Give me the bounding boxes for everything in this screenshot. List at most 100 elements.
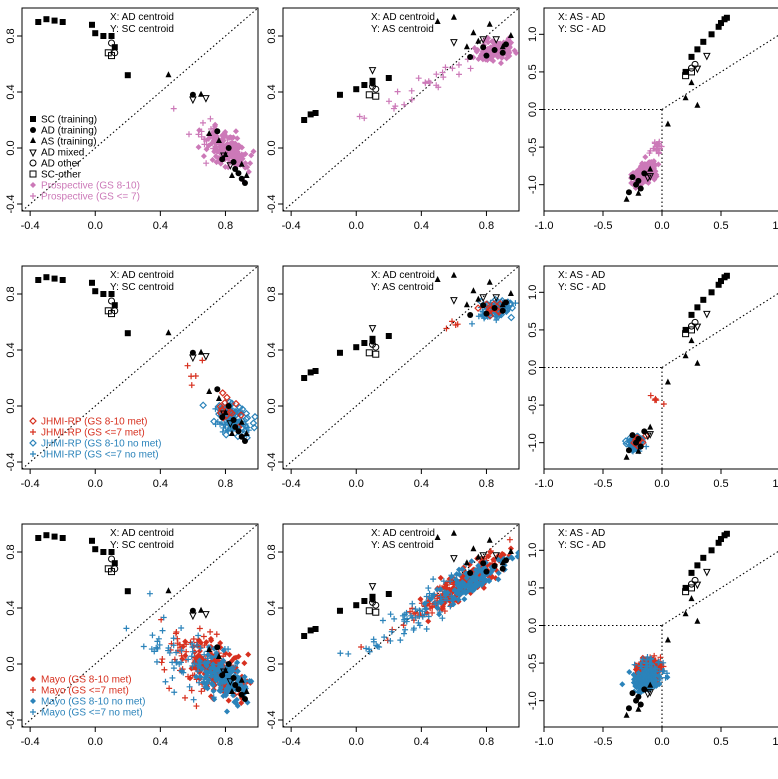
training-point bbox=[463, 301, 470, 308]
overlay-point bbox=[173, 649, 180, 656]
overlay-point bbox=[508, 304, 517, 312]
legend-label: Mayo (GS <=7 met) bbox=[41, 686, 129, 697]
overlay-point bbox=[216, 147, 223, 154]
overlay-point bbox=[222, 163, 229, 170]
overlay-point bbox=[391, 615, 398, 622]
training-point bbox=[189, 354, 197, 363]
training-point bbox=[365, 607, 373, 615]
y-axis-caption: Y: AS centroid bbox=[371, 24, 434, 35]
x-tick-label: 0.8 bbox=[218, 478, 233, 490]
overlay-point bbox=[479, 579, 486, 586]
overlay-point bbox=[641, 161, 648, 168]
overlay-point bbox=[387, 611, 394, 618]
training-point bbox=[723, 272, 730, 279]
legend-marker bbox=[30, 451, 36, 457]
training-point bbox=[230, 675, 237, 681]
training-point bbox=[124, 72, 131, 79]
overlay-point bbox=[170, 105, 177, 112]
overlay-point bbox=[461, 596, 468, 603]
overlay-point bbox=[523, 538, 529, 544]
training-point bbox=[222, 151, 229, 157]
training-point bbox=[100, 291, 107, 297]
training-point bbox=[92, 546, 99, 553]
overlay-point bbox=[207, 628, 214, 635]
training-point bbox=[625, 447, 632, 454]
overlay-point bbox=[195, 661, 202, 668]
overlay-point bbox=[196, 625, 203, 632]
training-point bbox=[59, 535, 66, 541]
overlay-point bbox=[370, 636, 377, 643]
legend-label: Prospective (GS <= 7) bbox=[41, 192, 140, 203]
overlay-point bbox=[653, 141, 660, 148]
y-tick-label: 0.8 bbox=[5, 544, 17, 559]
training-point bbox=[108, 52, 116, 60]
training-point bbox=[499, 559, 506, 566]
training-point bbox=[502, 557, 509, 564]
training-point bbox=[243, 430, 250, 436]
overlay-point bbox=[459, 580, 466, 587]
overlay-point bbox=[453, 571, 460, 578]
overlay-point bbox=[186, 683, 193, 690]
overlay-point bbox=[199, 401, 208, 410]
overlay-point bbox=[205, 651, 212, 658]
points-layer bbox=[22, 266, 258, 469]
legend-marker bbox=[30, 116, 36, 122]
overlay-point bbox=[146, 590, 153, 597]
overlay-point bbox=[219, 428, 226, 435]
overlay-point bbox=[503, 55, 510, 62]
y-axis-caption: Y: SC centroid bbox=[110, 24, 174, 35]
points-layer bbox=[22, 524, 258, 727]
training-point bbox=[215, 395, 222, 401]
overlay-point bbox=[337, 650, 344, 657]
training-point bbox=[467, 54, 474, 60]
overlay-point bbox=[246, 677, 253, 684]
overlay-point bbox=[447, 603, 454, 610]
overlay-point bbox=[159, 627, 166, 634]
training-point bbox=[35, 535, 42, 541]
overlay-point bbox=[244, 424, 251, 431]
y-axis-caption: Y: SC centroid bbox=[110, 282, 174, 293]
overlay-point bbox=[154, 638, 161, 645]
training-point bbox=[688, 337, 695, 344]
overlay-point bbox=[474, 46, 481, 53]
overlay-point bbox=[388, 628, 395, 635]
training-point bbox=[491, 47, 498, 53]
training-point bbox=[230, 417, 237, 423]
training-point bbox=[214, 386, 221, 393]
training-point bbox=[232, 424, 239, 430]
training-point bbox=[694, 46, 701, 53]
x-tick-label: 0.0 bbox=[349, 736, 364, 748]
overlay-point bbox=[185, 131, 192, 138]
overlay-point bbox=[651, 652, 658, 659]
training-point bbox=[312, 626, 319, 632]
training-point bbox=[450, 529, 457, 536]
overlay-point bbox=[223, 708, 230, 715]
overlay-point bbox=[140, 643, 147, 650]
overlay-point bbox=[650, 158, 657, 165]
training-point bbox=[206, 646, 213, 652]
training-point bbox=[688, 68, 695, 76]
x-tick-label: -0.4 bbox=[282, 478, 301, 490]
training-point bbox=[694, 617, 701, 624]
overlay-point bbox=[197, 660, 204, 667]
training-point bbox=[682, 352, 689, 359]
training-point bbox=[463, 559, 470, 566]
overlay-point bbox=[201, 651, 208, 658]
x-axis-caption: X: AS - AD bbox=[558, 528, 605, 539]
x-tick-label: 1.0 bbox=[772, 736, 778, 748]
overlay-point bbox=[374, 643, 381, 650]
training-point bbox=[51, 17, 58, 24]
training-point bbox=[312, 368, 319, 374]
overlay-point bbox=[233, 696, 240, 703]
overlay-point bbox=[220, 398, 229, 407]
training-point bbox=[228, 430, 235, 436]
overlay-point bbox=[221, 645, 228, 652]
training-point bbox=[467, 570, 474, 576]
training-point bbox=[507, 32, 514, 38]
overlay-point bbox=[207, 115, 214, 122]
diagonal-reference-line bbox=[661, 34, 778, 110]
training-point bbox=[700, 38, 707, 45]
overlay-point bbox=[442, 591, 449, 598]
overlay-point bbox=[483, 553, 490, 560]
overlay-point bbox=[251, 412, 258, 421]
